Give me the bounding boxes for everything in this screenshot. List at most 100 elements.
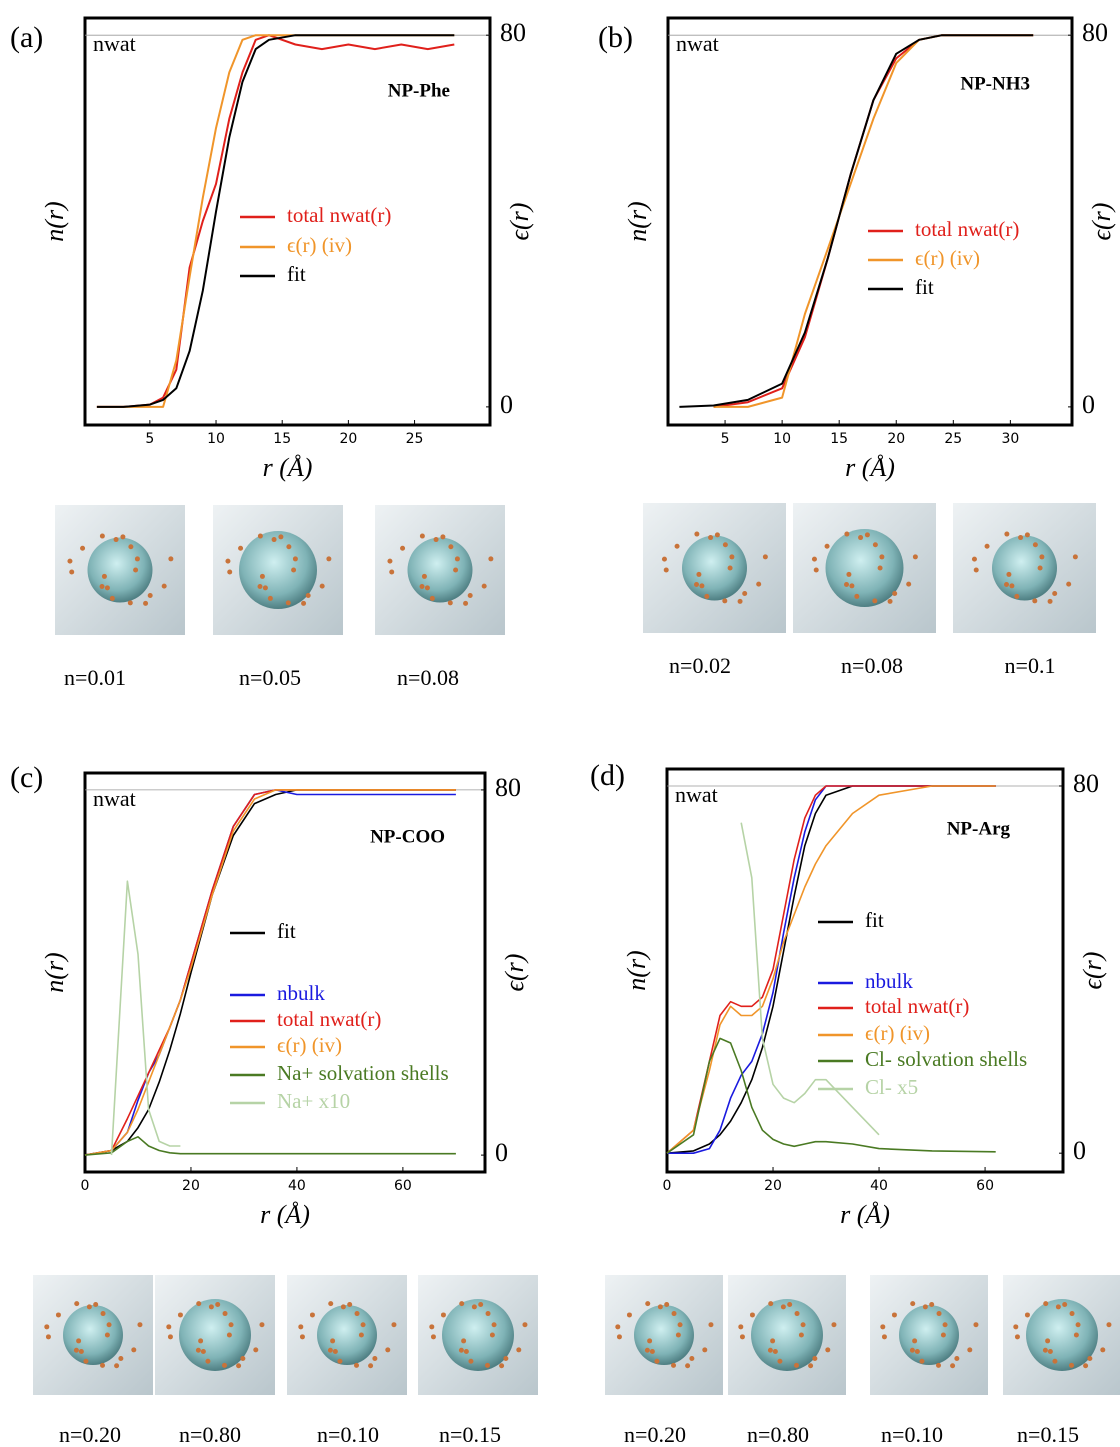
snapshot-atom	[661, 556, 667, 562]
snapshot-atom	[615, 1324, 621, 1330]
series-line	[666, 785, 996, 1154]
legend-label: fit	[865, 908, 884, 932]
snapshot-atom	[708, 1322, 714, 1328]
y-axis-label: n(r)	[40, 201, 69, 241]
plot-frame	[83, 771, 487, 1174]
snapshot-atom	[196, 1301, 202, 1307]
snapshot-atom	[844, 581, 850, 587]
snapshot-atom	[1075, 1322, 1081, 1328]
x-tick-label: 20	[887, 431, 905, 447]
snapshot-atom	[499, 1363, 505, 1369]
snapshot-atom	[914, 1349, 920, 1355]
snapshot-atom	[177, 1312, 183, 1318]
y2-tick-label: 80	[1082, 18, 1108, 47]
x-tick-label: 40	[870, 1178, 888, 1194]
snapshot-atom	[488, 556, 494, 562]
legend-label: Na+ x10	[277, 1089, 350, 1113]
snapshot-atom	[433, 537, 439, 543]
snapshot-atom	[879, 554, 885, 560]
x-tick-label: 10	[773, 431, 791, 447]
y2-tick-label: 0	[495, 1138, 508, 1167]
x-axis-label: r (Å)	[845, 453, 895, 482]
series-line	[666, 785, 996, 1154]
snapshot-atom	[940, 1332, 946, 1338]
snapshot-atom	[225, 558, 231, 564]
snapshot-atom	[973, 1322, 979, 1328]
snapshot-atom	[872, 598, 878, 604]
snapshot-atom	[906, 581, 912, 587]
snapshot-label: n=0.15	[1017, 1422, 1079, 1447]
snapshot-atom	[864, 532, 870, 538]
legend-label: Cl- solvation shells	[865, 1047, 1027, 1071]
snapshot-atom	[849, 583, 855, 589]
series-line	[84, 1136, 456, 1156]
snapshot-atom	[880, 1324, 886, 1330]
snapshot-blob	[751, 1299, 823, 1371]
snapshot-atom	[671, 1362, 677, 1368]
snapshot-atom	[831, 1322, 837, 1328]
annotation: nwat	[93, 786, 136, 811]
x-tick-label: 20	[182, 1178, 200, 1194]
snapshot-atom	[1087, 1356, 1093, 1362]
snapshot-atom	[106, 1322, 112, 1328]
snapshot-atom	[326, 556, 332, 562]
x-tick-label: 40	[288, 1178, 306, 1194]
snapshot-atom	[967, 1347, 973, 1353]
y2-axis-label: ϵ(r)	[1087, 203, 1116, 241]
snapshot-atom	[222, 1311, 228, 1317]
snapshot-atom	[516, 1347, 522, 1353]
snapshot-blob	[317, 1305, 377, 1365]
snapshot-atom	[332, 1349, 338, 1355]
snapshot-atom	[114, 1363, 120, 1369]
snapshot-blob	[682, 535, 747, 601]
snapshot-atom	[299, 1334, 305, 1340]
x-tick-label: 60	[976, 1178, 994, 1194]
snapshot-blob	[825, 529, 904, 607]
snapshot-atom	[101, 573, 107, 579]
y2-tick-label: 0	[500, 390, 513, 419]
y2-tick-label: 80	[500, 18, 526, 47]
snapshot-atom	[205, 1358, 211, 1364]
snapshot-atom	[419, 583, 425, 589]
snapshot-atom	[1014, 1334, 1020, 1340]
snapshot-atom	[722, 542, 728, 548]
series-line	[84, 789, 456, 1156]
x-tick-label: 0	[81, 1178, 90, 1194]
snapshot-label: n=0.80	[179, 1422, 241, 1447]
y-axis-label: n(r)	[622, 950, 651, 990]
snapshot-atom	[80, 545, 86, 551]
snapshot-atom	[1006, 571, 1012, 577]
snapshot-atom	[463, 1349, 469, 1355]
snapshot-atom	[739, 1334, 745, 1340]
snapshot-atom	[485, 1311, 491, 1317]
snapshot-atom	[167, 1334, 173, 1340]
y2-axis-label: ϵ(r)	[500, 954, 529, 992]
snapshot-atom	[647, 1338, 653, 1344]
snapshot-atom	[259, 1322, 265, 1328]
snapshot-atom	[104, 585, 110, 591]
y2-axis-label: ϵ(r)	[505, 203, 534, 241]
snapshot-atom	[127, 600, 133, 606]
snapshot-atom	[1052, 590, 1058, 596]
annotation: nwat	[675, 782, 718, 807]
snapshot-atom	[694, 581, 700, 587]
snapshot-atom	[892, 590, 898, 596]
snapshot-atom	[704, 593, 710, 599]
snapshot-atom	[1047, 598, 1053, 604]
snapshot-atom	[271, 537, 277, 543]
x-tick-label: 5	[721, 431, 730, 447]
x-tick-label: 25	[406, 431, 424, 447]
snapshot-atom	[738, 1324, 744, 1330]
snapshot-atom	[120, 534, 126, 540]
snapshot-atom	[372, 1356, 378, 1362]
snapshot-atom	[742, 590, 748, 596]
snapshot-atom	[777, 1358, 783, 1364]
snapshot-atom	[780, 1304, 786, 1310]
snapshot-atom	[468, 1358, 474, 1364]
legend-label: total nwat(r)	[865, 994, 969, 1018]
snapshot-label: n=0.08	[397, 665, 459, 690]
snapshot-atom	[770, 1338, 776, 1344]
y2-tick-label: 80	[1073, 769, 1099, 798]
x-tick-label: 25	[944, 431, 962, 447]
